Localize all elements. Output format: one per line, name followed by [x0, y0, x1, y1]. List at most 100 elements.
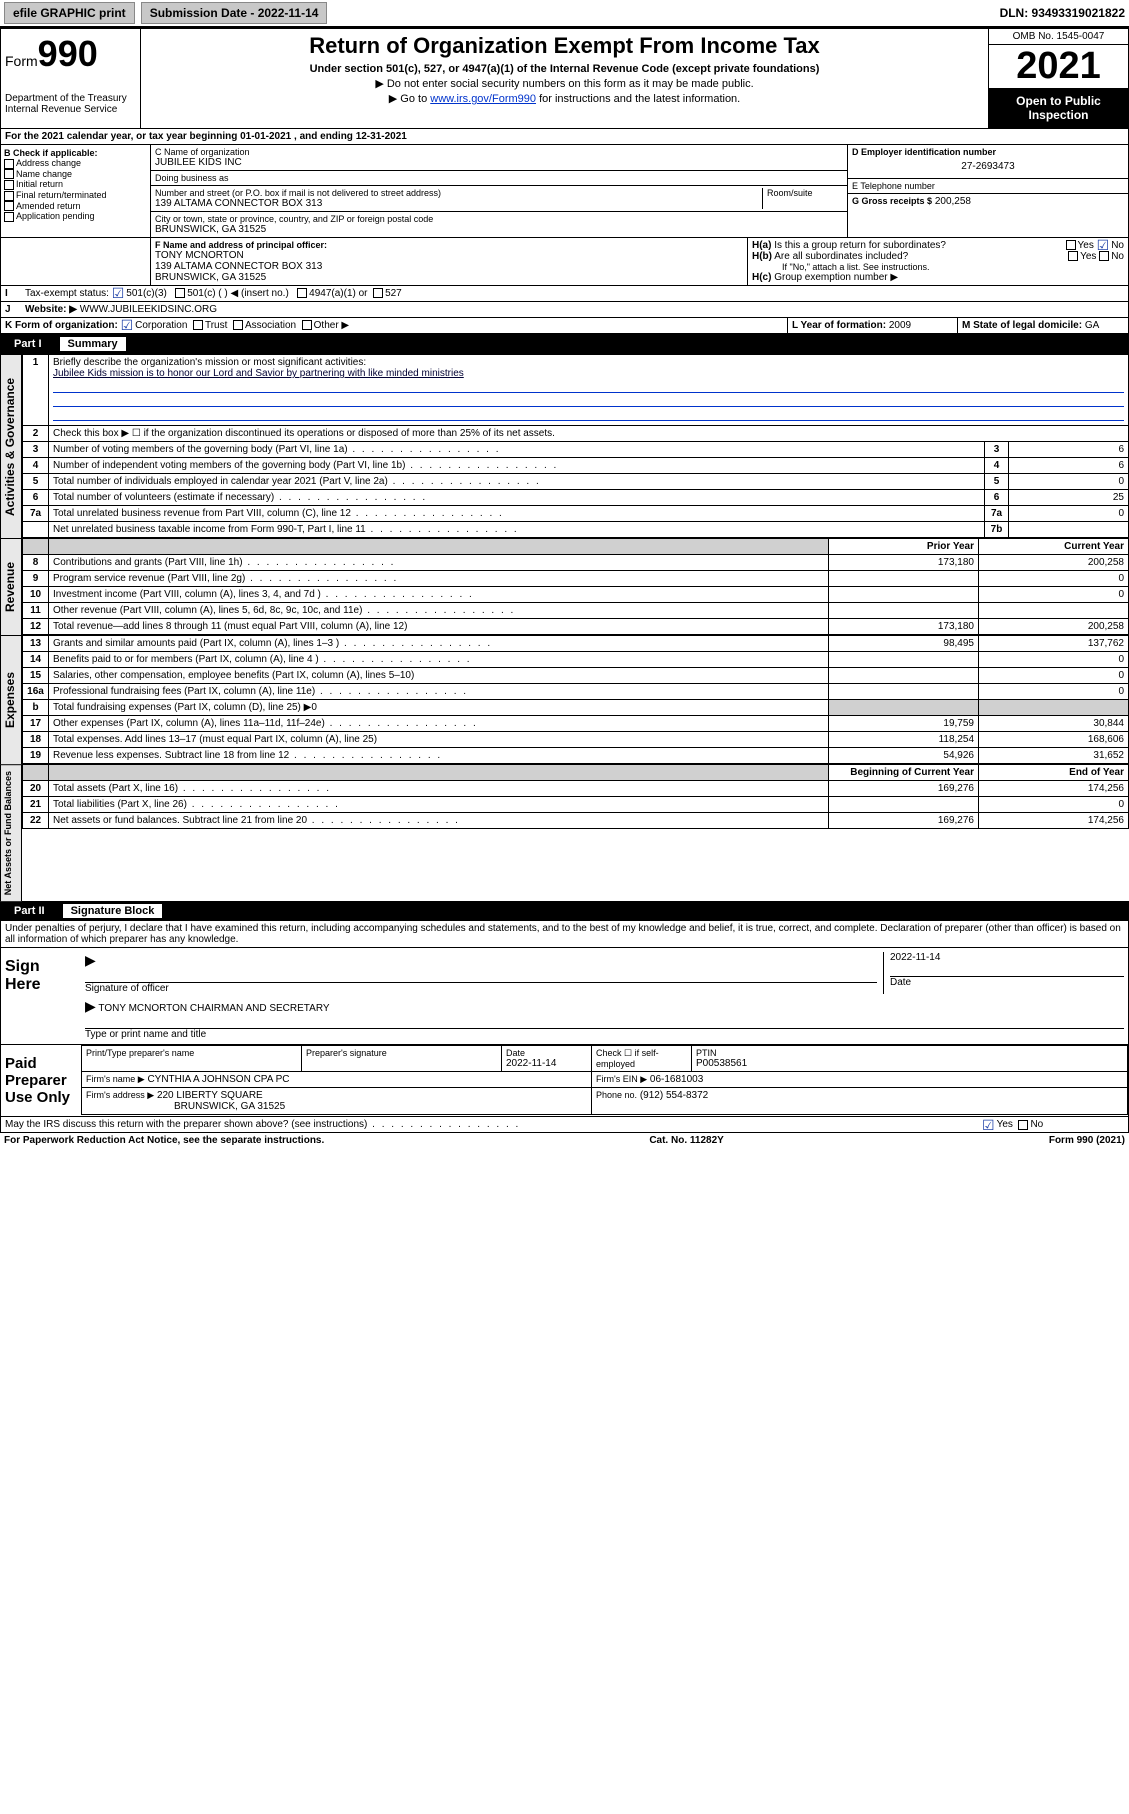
b-opt: Final return/terminated	[16, 190, 107, 200]
part2-header: Part II Signature Block	[0, 901, 1129, 921]
no-label: No	[1111, 251, 1124, 262]
form-title: Return of Organization Exempt From Incom…	[147, 33, 982, 59]
i-opt: 501(c)(3)	[126, 288, 167, 299]
ha-label: H(a)	[752, 240, 771, 251]
sig-officer-label: Signature of officer	[85, 983, 877, 994]
l-value: 2009	[889, 320, 911, 331]
arrow-icon: ▶	[85, 998, 96, 1014]
table-row: 4Number of independent voting members of…	[23, 458, 1129, 474]
table-row: 17Other expenses (Part IX, column (A), l…	[23, 716, 1129, 732]
g-label: G Gross receipts $	[852, 196, 932, 206]
hdr-prior: Prior Year	[829, 539, 979, 555]
table-row: 5Total number of individuals employed in…	[23, 474, 1129, 490]
b-item: Application pending	[4, 211, 147, 222]
sig-date-label: Date	[890, 977, 1124, 988]
table-row: 11Other revenue (Part VIII, column (A), …	[23, 603, 1129, 619]
table-row: 21Total liabilities (Part X, line 26)0	[23, 797, 1129, 813]
part2-name: Signature Block	[63, 904, 163, 918]
table-row: 6Total number of volunteers (estimate if…	[23, 490, 1129, 506]
tax-year: 2021	[989, 45, 1128, 88]
m-value: GA	[1085, 320, 1099, 331]
b-opt: Application pending	[16, 211, 95, 221]
hc-text: Group exemption number ▶	[774, 272, 898, 283]
b-item: Final return/terminated	[4, 190, 147, 201]
j-label: Website: ▶	[25, 304, 77, 315]
irs-link[interactable]: www.irs.gov/Form990	[430, 93, 536, 105]
m-label: M State of legal domicile:	[962, 320, 1082, 331]
no-label: No	[1030, 1119, 1043, 1130]
paid-preparer-label: Paid Preparer Use Only	[1, 1045, 81, 1116]
tab-netassets: Net Assets or Fund Balances	[0, 764, 22, 901]
b-opt: Initial return	[16, 179, 63, 189]
section-b: B Check if applicable: Address change Na…	[1, 145, 151, 237]
k-opt: Corporation	[135, 320, 187, 331]
hb-text: Are all subordinates included?	[774, 251, 908, 262]
table-row: Net unrelated business taxable income fr…	[23, 522, 1129, 538]
sign-here-label: Sign Here	[1, 948, 81, 1044]
b-item: Address change	[4, 158, 147, 169]
table-row: 15Salaries, other compensation, employee…	[23, 668, 1129, 684]
f-label: F Name and address of principal officer:	[155, 240, 743, 250]
ein-value: 27-2693473	[852, 157, 1124, 176]
footer-left: For Paperwork Reduction Act Notice, see …	[4, 1135, 324, 1146]
firm-value: CYNTHIA A JOHNSON CPA PC	[147, 1074, 289, 1085]
c-label: C Name of organization	[155, 147, 843, 157]
officer-name: TONY MCNORTON	[155, 250, 743, 261]
sig-date-value: 2022-11-14	[890, 952, 1124, 963]
hc-label: H(c)	[752, 272, 771, 283]
i-label: Tax-exempt status:	[25, 288, 109, 299]
subtitle-1: Under section 501(c), 527, or 4947(a)(1)…	[147, 63, 982, 75]
l-label: L Year of formation:	[792, 320, 886, 331]
hc-row: H(c) Group exemption number ▶	[752, 272, 1124, 283]
org-name: JUBILEE KIDS INC	[155, 157, 843, 168]
part1-header: Part I Summary	[0, 334, 1129, 354]
dept-label: Department of the Treasury Internal Reve…	[5, 93, 136, 115]
hdr-curr: Current Year	[979, 539, 1129, 555]
ha-row: H(a) Is this a group return for subordin…	[752, 240, 1124, 251]
dba-label: Doing business as	[155, 173, 843, 183]
g-value: 200,258	[935, 196, 971, 207]
officer-addr2: BRUNSWICK, GA 31525	[155, 272, 743, 283]
prep-name-label: Print/Type preparer's name	[86, 1048, 297, 1058]
table-row: 10Investment income (Part VIII, column (…	[23, 587, 1129, 603]
e-label: E Telephone number	[852, 181, 1124, 191]
page-footer: For Paperwork Reduction Act Notice, see …	[0, 1133, 1129, 1148]
yes-label: Yes	[997, 1119, 1013, 1130]
no-label: No	[1111, 240, 1124, 251]
table-row: 19Revenue less expenses. Subtract line 1…	[23, 748, 1129, 764]
j-marker: J	[1, 302, 21, 317]
h-note: If "No," attach a list. See instructions…	[752, 262, 1124, 272]
hb-row: H(b) Are all subordinates included? Yes …	[752, 251, 1124, 262]
officer-name-value: TONY MCNORTON CHAIRMAN AND SECRETARY	[98, 1003, 329, 1014]
b-item: Name change	[4, 169, 147, 180]
form-num: 990	[38, 33, 98, 74]
firm-addr-value: 220 LIBERTY SQUARE	[157, 1090, 263, 1101]
prep-date-label: Date	[506, 1048, 587, 1058]
table-row: 3Number of voting members of the governi…	[23, 442, 1129, 458]
table-row: 7aTotal unrelated business revenue from …	[23, 506, 1129, 522]
table-row: 9Program service revenue (Part VIII, lin…	[23, 571, 1129, 587]
i-opt: 527	[385, 288, 402, 299]
part1-name: Summary	[60, 337, 126, 351]
table-row: 22Net assets or fund balances. Subtract …	[23, 813, 1129, 829]
firm-phone-label: Phone no.	[596, 1090, 637, 1100]
ptin-label: PTIN	[696, 1048, 1123, 1058]
yes-label: Yes	[1080, 251, 1096, 262]
table-row: 13Grants and similar amounts paid (Part …	[23, 636, 1129, 652]
sub3-a: ▶ Go to	[389, 93, 430, 105]
b-opt: Name change	[16, 169, 72, 179]
arrow-icon: ▶	[85, 952, 96, 968]
d-label: D Employer identification number	[852, 147, 1124, 157]
room-label: Room/suite	[767, 188, 843, 198]
efile-button[interactable]: efile GRAPHIC print	[4, 2, 135, 24]
firm-addr2-value: BRUNSWICK, GA 31525	[86, 1101, 285, 1112]
top-bar: efile GRAPHIC print Submission Date - 20…	[0, 0, 1129, 26]
i-opt: 501(c) ( ) ◀ (insert no.)	[187, 288, 289, 299]
table-row: 20Total assets (Part X, line 16)169,2761…	[23, 781, 1129, 797]
form-word: Form	[5, 53, 38, 69]
tab-expenses: Expenses	[0, 635, 22, 764]
a-line: For the 2021 calendar year, or tax year …	[1, 129, 1128, 144]
k-opt: Other ▶	[314, 320, 349, 331]
k-opt: Trust	[205, 320, 227, 331]
submission-date-button[interactable]: Submission Date - 2022-11-14	[141, 2, 328, 24]
